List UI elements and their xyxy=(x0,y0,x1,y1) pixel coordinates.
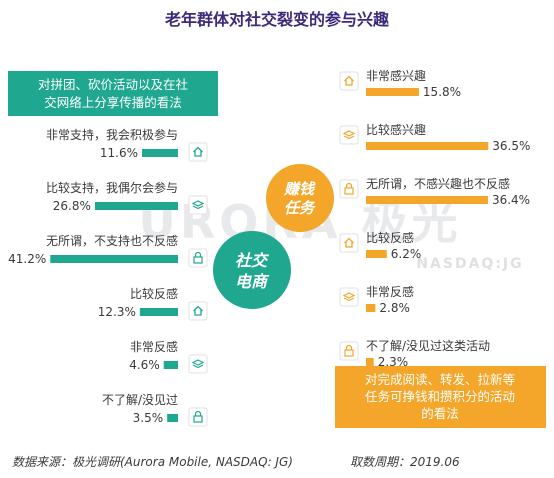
data-label: 26.8% xyxy=(53,199,91,213)
data-label: 11.6% xyxy=(100,146,138,160)
center-right-label-2: 任务 xyxy=(284,199,316,217)
category-label: 比较反感 xyxy=(130,286,178,301)
house-icon xyxy=(344,75,354,86)
icon-badge xyxy=(339,179,359,199)
left-header-line-1: 对拼团、砍价活动以及在社 xyxy=(38,77,188,92)
bar xyxy=(139,308,178,316)
bar xyxy=(366,196,488,204)
data-label: 3.5% xyxy=(133,411,164,425)
layers-icon xyxy=(342,292,356,302)
chart-title: 老年群体对社交裂变的参与兴趣 xyxy=(164,10,390,29)
icon-badge xyxy=(188,248,208,268)
house-icon xyxy=(344,237,354,248)
data-label: 12.3% xyxy=(98,305,136,319)
right-header-line-2: 任务可挣钱和攒积分的活动 xyxy=(365,389,515,404)
category-label: 非常反感 xyxy=(130,339,178,354)
bar xyxy=(366,304,376,312)
icon-badge xyxy=(339,71,359,91)
center-left-label-2: 电商 xyxy=(235,272,270,291)
icon-badge xyxy=(188,354,208,374)
data-label: 6.2% xyxy=(391,247,422,261)
category-label: 非常反感 xyxy=(366,284,414,299)
icon-badge xyxy=(339,233,359,253)
lock-icon xyxy=(344,344,354,357)
left-header: 对拼团、砍价活动以及在社 交网络上分享传播的看法 xyxy=(8,71,218,116)
center-left-label-1: 社交 xyxy=(235,251,270,270)
category-label: 比较反感 xyxy=(366,230,414,245)
left-header-line-2: 交网络上分享传播的看法 xyxy=(44,95,182,110)
bar xyxy=(94,202,178,210)
left-series: 非常支持，我会积极参与 11.6% 比较支持，我偶尔会参与 26.8% 无所谓，不支持也… xyxy=(8,127,208,427)
data-label: 41.2% xyxy=(8,252,46,266)
right-header-line-3: 的看法 xyxy=(421,406,459,421)
lock-icon xyxy=(193,410,203,423)
category-label: 不了解/没见过这类活动 xyxy=(366,338,490,353)
bar xyxy=(167,414,178,422)
center-circle-left xyxy=(213,231,291,309)
data-label: 2.3% xyxy=(378,355,409,369)
data-label: 36.4% xyxy=(492,193,530,207)
watermark-sub: NASDAQ:JG xyxy=(416,256,523,272)
data-label: 4.6% xyxy=(129,358,160,372)
bar xyxy=(366,358,374,366)
bar xyxy=(366,142,489,150)
icon-badge xyxy=(339,287,359,307)
bar xyxy=(163,361,178,369)
footer-source: 数据来源：极光调研(Aurora Mobile, NASDAQ: JG) xyxy=(12,455,293,469)
center-graphic: 赚钱 任务 社交 电商 xyxy=(213,164,334,309)
category-label: 不了解/没见过 xyxy=(102,392,178,407)
lock-icon xyxy=(344,182,354,195)
bar xyxy=(366,88,419,96)
icon-badge xyxy=(188,407,208,427)
icon-badge xyxy=(188,142,208,162)
layers-icon xyxy=(191,200,205,210)
center-right-label-1: 赚钱 xyxy=(283,180,316,198)
category-label: 无所谓，不感兴趣也不反感 xyxy=(366,176,510,191)
data-label: 36.5% xyxy=(492,139,530,153)
layers-icon xyxy=(191,359,205,369)
icon-badge xyxy=(339,125,359,145)
icon-badge xyxy=(188,195,208,215)
bar xyxy=(50,255,178,263)
data-label: 2.8% xyxy=(379,301,410,315)
category-label: 无所谓，不支持也不反感 xyxy=(46,233,178,248)
icon-badge xyxy=(188,301,208,321)
icon-badge xyxy=(339,341,359,361)
house-icon xyxy=(193,146,203,157)
category-label: 非常感兴趣 xyxy=(366,68,426,83)
layers-icon xyxy=(342,130,356,140)
right-header-box xyxy=(335,366,546,428)
right-series: 非常感兴趣 15.8% 比较感兴趣 36.5% 无所谓，不感兴趣也不反感 36.4% 比较反… xyxy=(339,68,530,369)
data-label: 15.8% xyxy=(423,85,461,99)
category-label: 非常支持，我会积极参与 xyxy=(46,127,178,142)
house-icon xyxy=(193,305,203,316)
center-circle-right xyxy=(266,164,334,232)
category-label: 比较感兴趣 xyxy=(366,122,426,137)
category-label: 比较支持，我偶尔会参与 xyxy=(46,180,178,195)
footer-period: 取数周期：2019.06 xyxy=(350,455,460,469)
right-header-line-1: 对完成阅读、转发、拉新等 xyxy=(365,372,515,387)
lock-icon xyxy=(193,251,203,264)
left-header-box xyxy=(8,71,218,116)
right-header: 对完成阅读、转发、拉新等 任务可挣钱和攒积分的活动 的看法 xyxy=(335,366,546,428)
bar xyxy=(142,149,178,157)
bar xyxy=(366,250,387,258)
